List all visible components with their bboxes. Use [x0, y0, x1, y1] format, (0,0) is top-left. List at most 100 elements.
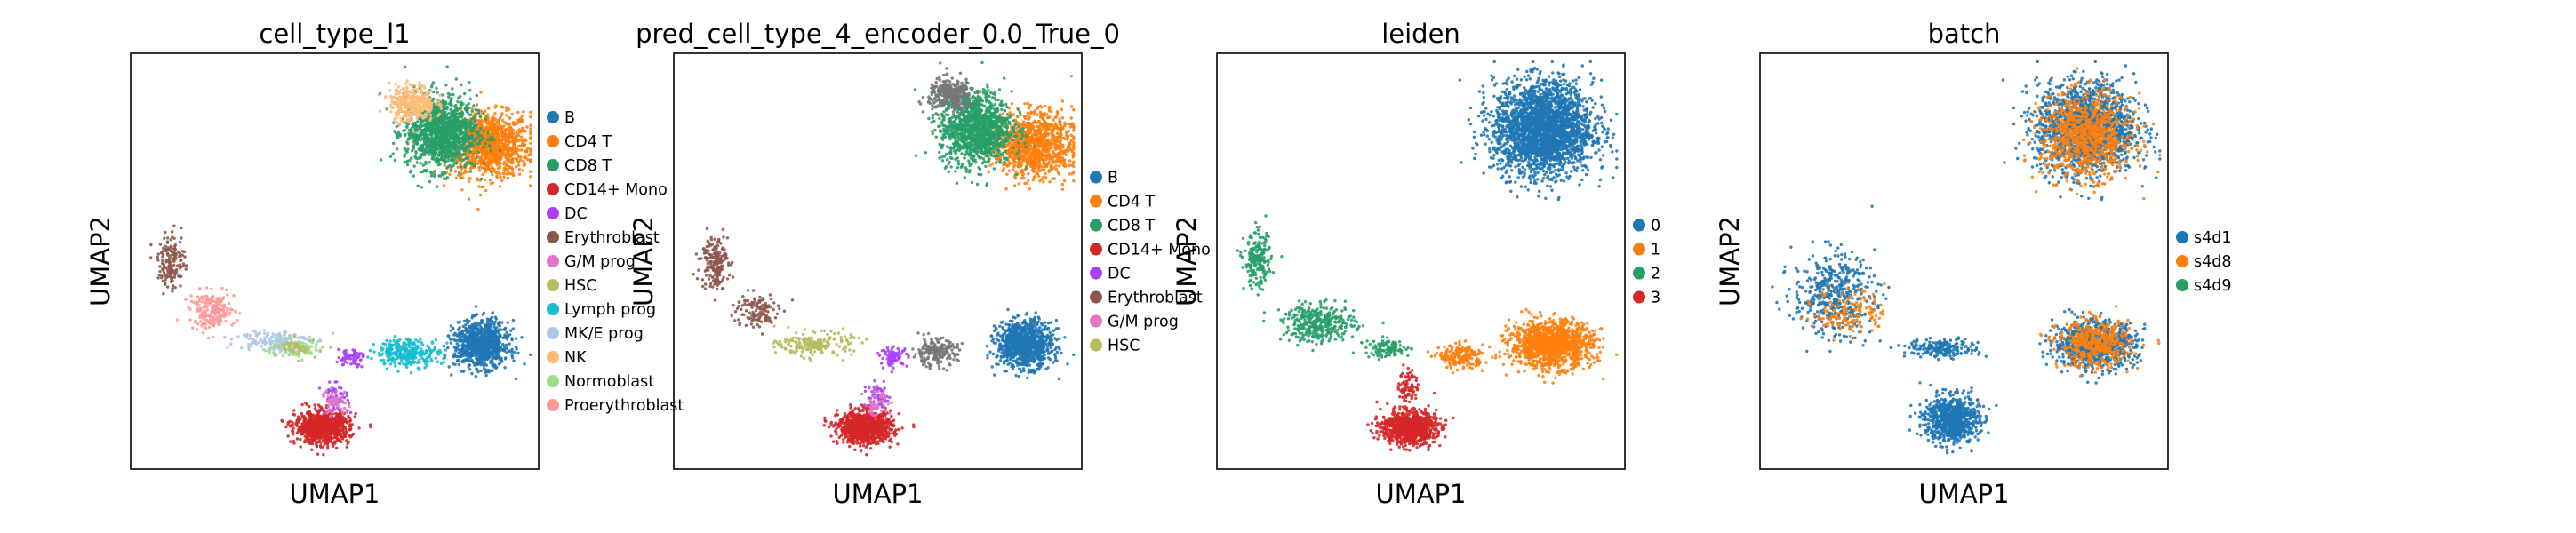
scatter-point	[471, 110, 474, 113]
scatter-point	[390, 347, 393, 350]
scatter-point	[444, 121, 447, 123]
scatter-point	[444, 84, 447, 86]
scatter-point	[354, 350, 356, 353]
scatter-point	[487, 107, 490, 110]
scatter-point	[489, 179, 492, 181]
scatter-point	[450, 103, 452, 106]
scatter-point	[468, 150, 470, 153]
scatter-point	[482, 362, 484, 365]
scatter-point	[510, 127, 513, 130]
scatter-point	[318, 386, 321, 389]
scatter-point	[421, 153, 424, 155]
scatter-point	[480, 186, 483, 188]
scatter-point	[473, 322, 476, 325]
scatter-point	[459, 102, 461, 105]
scatter-point	[434, 117, 436, 120]
scatter-point	[327, 419, 330, 422]
scatter-point	[308, 429, 311, 432]
scatter-point	[447, 334, 450, 337]
scatter-point	[529, 115, 532, 118]
scatter-point	[486, 148, 489, 151]
scatter-point	[473, 364, 476, 367]
scatter-point	[470, 328, 473, 330]
scatter-point	[409, 117, 412, 120]
scatter-point	[400, 360, 403, 362]
scatter-point	[500, 329, 502, 331]
scatter-point	[477, 330, 480, 332]
scatter-point	[507, 321, 509, 323]
scatter-point	[281, 420, 284, 423]
scatter-point	[411, 346, 413, 349]
scatter-point	[397, 339, 400, 342]
scatter-point	[529, 354, 532, 356]
scatter-point	[477, 166, 480, 169]
scatter-point	[477, 185, 480, 187]
scatter-point	[517, 148, 520, 151]
scatter-point	[401, 354, 404, 356]
scatter-point	[507, 157, 509, 160]
scatter-point	[404, 134, 406, 137]
scatter-point	[448, 173, 451, 176]
scatter-point	[520, 136, 523, 139]
scatter-point	[349, 419, 352, 422]
scatter-point	[400, 88, 403, 91]
scatter-point	[313, 416, 316, 418]
scatter-point	[414, 347, 417, 350]
scatter-point	[439, 351, 442, 354]
scatter-point	[403, 346, 405, 348]
scatter-point	[349, 362, 352, 365]
scatter-point	[443, 116, 445, 119]
scatter-point	[492, 168, 495, 171]
scatter-point	[458, 119, 460, 122]
scatter-points	[149, 65, 532, 456]
scatter-point	[421, 129, 424, 131]
scatter-point	[485, 326, 488, 329]
scatter-point	[454, 115, 457, 118]
scatter-point	[478, 119, 481, 122]
scatter-point	[529, 142, 532, 145]
scatter-point	[500, 179, 503, 182]
scatter-point	[460, 115, 462, 117]
scatter-point	[433, 173, 436, 176]
scatter-point	[467, 123, 469, 126]
scatter-point	[286, 423, 289, 426]
scatter-point	[342, 435, 345, 438]
scatter-point	[505, 144, 508, 147]
scatter-point	[497, 145, 500, 147]
scatter-point	[417, 185, 420, 187]
scatter-point	[421, 105, 424, 107]
scatter-point	[420, 121, 422, 123]
scatter-point	[425, 170, 428, 172]
scatter-point	[404, 147, 406, 150]
scatter-point	[428, 124, 431, 127]
scatter-point	[421, 171, 424, 173]
scatter-point	[425, 98, 428, 100]
scatter-point	[521, 144, 524, 147]
scatter-point	[454, 155, 457, 158]
scatter-point	[484, 168, 486, 171]
scatter-point	[292, 440, 295, 442]
scatter-point	[418, 361, 420, 363]
scatter-point	[420, 91, 423, 93]
scatter-point	[405, 366, 408, 369]
scatter-point	[482, 112, 484, 115]
scatter-point	[339, 393, 341, 395]
scatter-point	[468, 338, 471, 340]
scatter-point	[409, 107, 412, 109]
scatter-point	[423, 100, 426, 103]
scatter-point	[437, 143, 440, 146]
scatter-point	[452, 153, 454, 155]
scatter-point	[342, 411, 345, 414]
scatter-point	[452, 338, 455, 341]
scatter-point	[483, 346, 485, 348]
scatter-point	[422, 359, 425, 362]
scatter-point	[484, 374, 487, 377]
scatter-point	[492, 361, 494, 363]
scatter-point	[418, 369, 420, 371]
scatter-point	[435, 152, 437, 155]
scatter-point	[410, 363, 412, 366]
scatter-point	[461, 346, 464, 348]
scatter-point	[478, 139, 481, 142]
scatter-point	[445, 107, 448, 110]
scatter-point	[517, 164, 520, 167]
